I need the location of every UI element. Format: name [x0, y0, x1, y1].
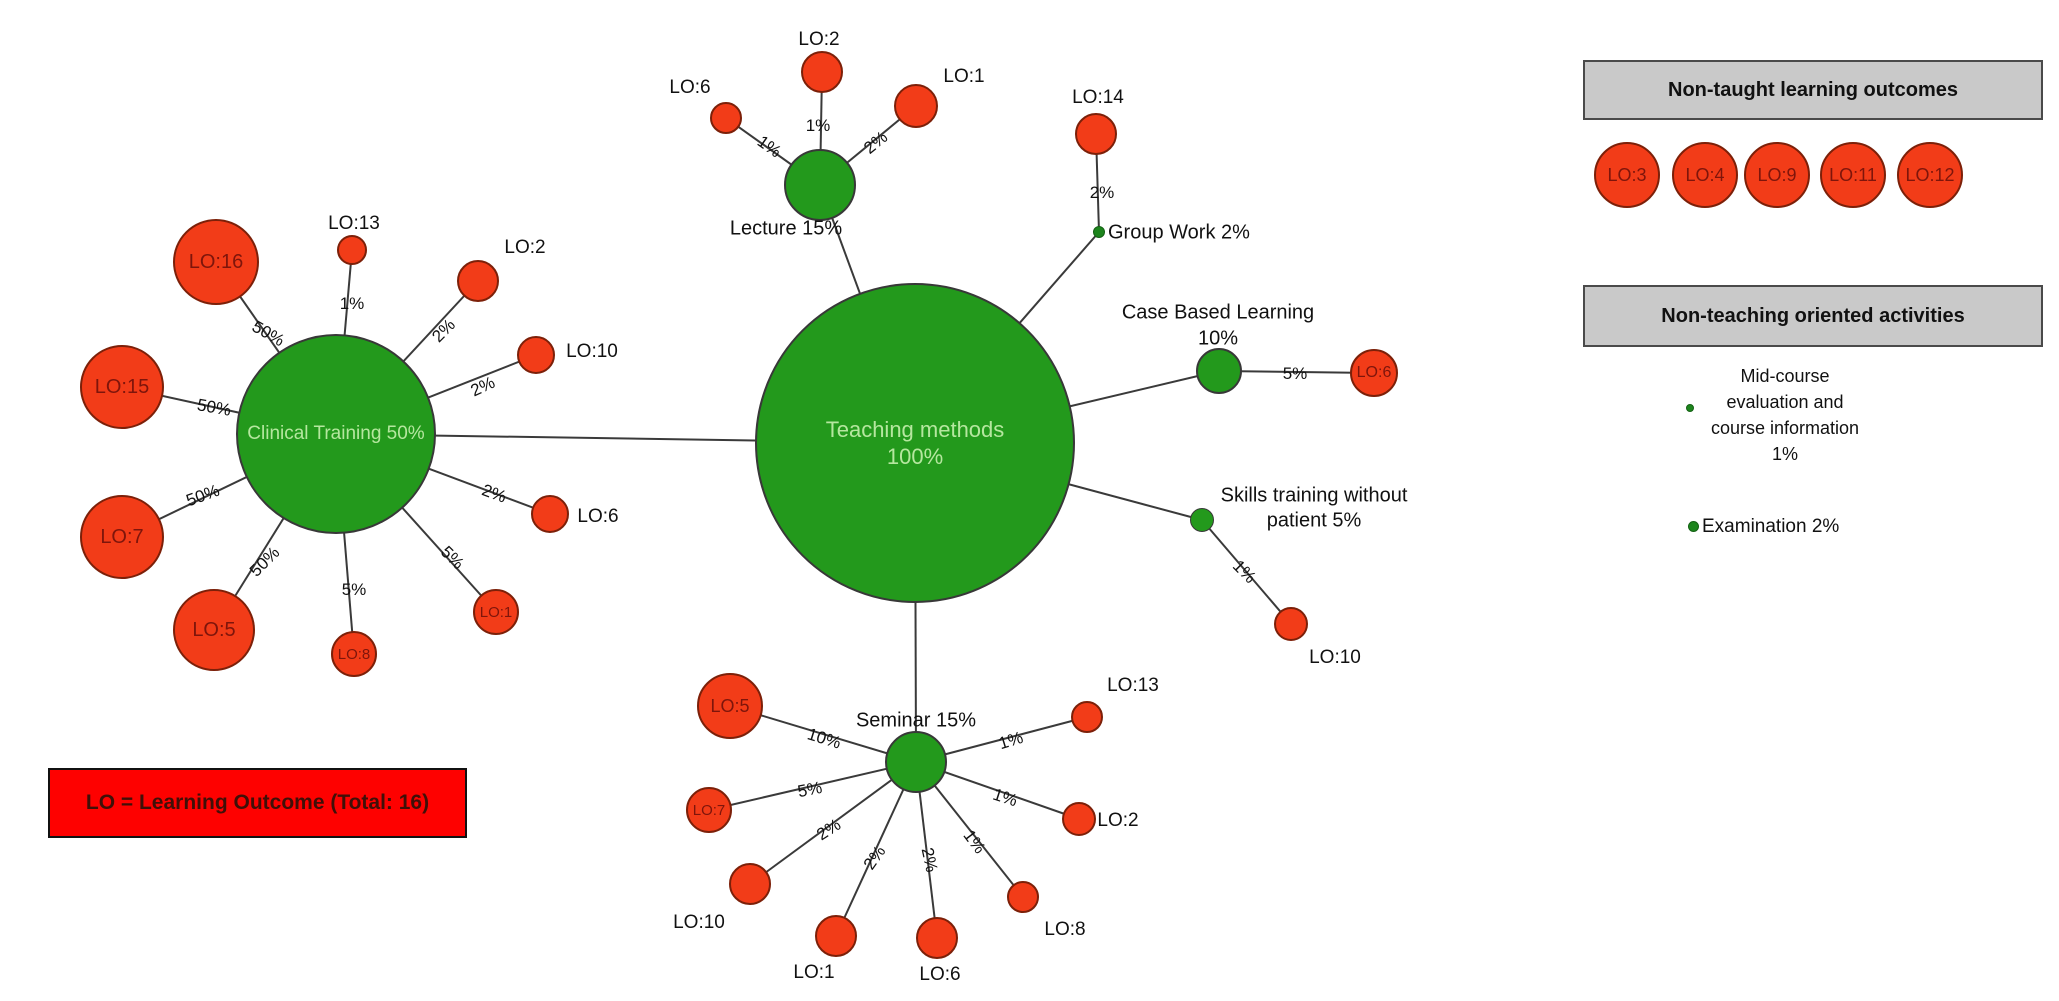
- lo-node-clinical-lo5: LO:5: [173, 589, 255, 671]
- lo-legend-box: LO = Learning Outcome (Total: 16): [48, 768, 467, 838]
- hub-seminar-label: Seminar 15%: [855, 709, 977, 732]
- lo-node-seminar-lo1: [815, 915, 857, 957]
- examination-label: Examination 2%: [1702, 516, 1840, 537]
- lo-label-groupwork-lo14: LO:14: [1072, 87, 1124, 108]
- hub-skills-training: [1190, 508, 1214, 532]
- lo-node-nontaught-lo3: LO:3: [1594, 142, 1660, 208]
- edge-pct-clinical-lo8: 5%: [341, 580, 367, 599]
- lo-label-seminar-lo1: LO:1: [793, 962, 835, 983]
- lo-node-lecture-lo6: [710, 102, 742, 134]
- lo-label-seminar-lo8: LO:8: [1044, 919, 1086, 940]
- hub-teaching-methods-label-line1: Teaching methods: [825, 416, 1005, 442]
- lo-label-nontaught-lo12: LO:12: [1905, 164, 1955, 185]
- lo-node-lecture-lo2: [801, 51, 843, 93]
- lo-label-clinical-lo10: LO:10: [566, 341, 618, 362]
- lo-node-seminar-lo8: [1007, 881, 1039, 913]
- panel-non-teaching-title: Non-teaching oriented activities: [1661, 304, 1965, 327]
- hub-case-based-label-line1: Case Based Learning: [1121, 301, 1315, 324]
- hub-lecture: [784, 149, 856, 221]
- lo-label-clinical-lo13: LO:13: [328, 213, 380, 234]
- lo-label-lecture-lo2: LO:2: [798, 29, 840, 50]
- hub-teaching-methods: Teaching methods 100%: [755, 283, 1075, 603]
- lo-node-clinical-lo7: LO:7: [80, 495, 164, 579]
- hub-seminar: [885, 731, 947, 793]
- lo-label-clinical-lo8: LO:8: [337, 645, 371, 663]
- edge-pct-lecture-lo2: 1%: [805, 116, 831, 135]
- edge-pct-casebased-lo6: 5%: [1282, 364, 1308, 383]
- lo-label-clinical-lo5: LO:5: [192, 618, 236, 641]
- hub-skills-label-line2: patient 5%: [1266, 509, 1362, 532]
- lo-node-nontaught-lo9: LO:9: [1744, 142, 1810, 208]
- lo-label-clinical-lo2: LO:2: [504, 237, 546, 258]
- lo-node-skills-lo10: [1274, 607, 1308, 641]
- midcourse-line3: course information: [1710, 418, 1860, 438]
- lo-node-nontaught-lo12: LO:12: [1897, 142, 1963, 208]
- lo-label-nontaught-lo3: LO:3: [1607, 164, 1647, 185]
- lo-node-clinical-lo16: LO:16: [173, 219, 259, 305]
- lo-node-lecture-lo1: [894, 84, 938, 128]
- lo-label-lecture-lo6: LO:6: [669, 77, 711, 98]
- lo-node-clinical-lo10: [517, 336, 555, 374]
- hub-group-work-label: Group Work 2%: [1108, 221, 1250, 244]
- lo-node-clinical-lo1: LO:1: [473, 589, 519, 635]
- lo-node-clinical-lo6: [531, 495, 569, 533]
- hub-clinical-training: Clinical Training 50%: [236, 334, 436, 534]
- lo-legend-text: LO = Learning Outcome (Total: 16): [85, 791, 430, 814]
- lo-node-seminar-lo6: [916, 917, 958, 959]
- lo-label-seminar-lo10: LO:10: [673, 912, 725, 933]
- lo-label-seminar-lo7: LO:7: [692, 801, 726, 819]
- lo-label-clinical-lo15: LO:15: [94, 375, 150, 398]
- lo-label-clinical-lo16: LO:16: [188, 250, 244, 273]
- lo-node-seminar-lo13: [1071, 701, 1103, 733]
- midcourse-line1: Mid-course: [1740, 366, 1830, 386]
- hub-teaching-methods-label-line2: 100%: [886, 444, 944, 469]
- midcourse-text: Mid-course evaluation and course informa…: [1672, 363, 1898, 467]
- midcourse-dot: [1686, 404, 1694, 412]
- lo-node-groupwork-lo14: [1075, 113, 1117, 155]
- edge-pct-groupwork-lo14: 2%: [1089, 183, 1115, 202]
- lo-label-seminar-lo13: LO:13: [1107, 675, 1159, 696]
- lo-node-clinical-lo8: LO:8: [331, 631, 377, 677]
- lo-node-casebased-lo6: LO:6: [1350, 349, 1398, 397]
- hub-lecture-label: Lecture 15%: [729, 217, 843, 240]
- lo-label-skills-lo10: LO:10: [1309, 647, 1361, 668]
- lo-label-seminar-lo6: LO:6: [919, 964, 961, 985]
- hub-skills-label-line1: Skills training without: [1220, 484, 1408, 507]
- lo-label-nontaught-lo4: LO:4: [1685, 164, 1725, 185]
- lo-label-nontaught-lo11: LO:11: [1829, 164, 1877, 185]
- lo-node-nontaught-lo11: LO:11: [1820, 142, 1886, 208]
- hub-group-work-dot: [1093, 226, 1105, 238]
- lo-node-seminar-lo10: [729, 863, 771, 905]
- midcourse-line4: 1%: [1771, 444, 1798, 464]
- panel-non-taught-header: Non-taught learning outcomes: [1583, 60, 2043, 120]
- lo-label-lecture-lo1: LO:1: [943, 66, 985, 87]
- lo-label-clinical-lo6: LO:6: [577, 506, 619, 527]
- lo-node-nontaught-lo4: LO:4: [1672, 142, 1738, 208]
- panel-non-teaching-header: Non-teaching oriented activities: [1583, 285, 2043, 347]
- lo-label-nontaught-lo9: LO:9: [1757, 164, 1797, 185]
- lo-node-clinical-lo13: [337, 235, 367, 265]
- lo-label-seminar-lo2: LO:2: [1097, 810, 1139, 831]
- lo-node-clinical-lo15: LO:15: [80, 345, 164, 429]
- lo-label-seminar-lo5: LO:5: [710, 695, 750, 716]
- hub-case-based-learning: [1196, 348, 1242, 394]
- lo-node-seminar-lo2: [1062, 802, 1096, 836]
- lo-label-clinical-lo1: LO:1: [479, 603, 513, 621]
- hub-case-based-label-line2: 10%: [1197, 327, 1239, 350]
- midcourse-line2: evaluation and: [1726, 392, 1844, 412]
- edge-pct-clinical-lo13: 1%: [339, 294, 365, 313]
- panel-non-taught-title: Non-taught learning outcomes: [1668, 78, 1958, 101]
- lo-node-seminar-lo5: LO:5: [697, 673, 763, 739]
- hub-clinical-training-label: Clinical Training 50%: [247, 423, 425, 445]
- examination-dot: [1688, 521, 1699, 532]
- lo-label-casebased-lo6: LO:6: [1356, 364, 1392, 381]
- lo-node-seminar-lo7: LO:7: [686, 787, 732, 833]
- lo-node-clinical-lo2: [457, 260, 499, 302]
- lo-label-clinical-lo7: LO:7: [100, 525, 144, 548]
